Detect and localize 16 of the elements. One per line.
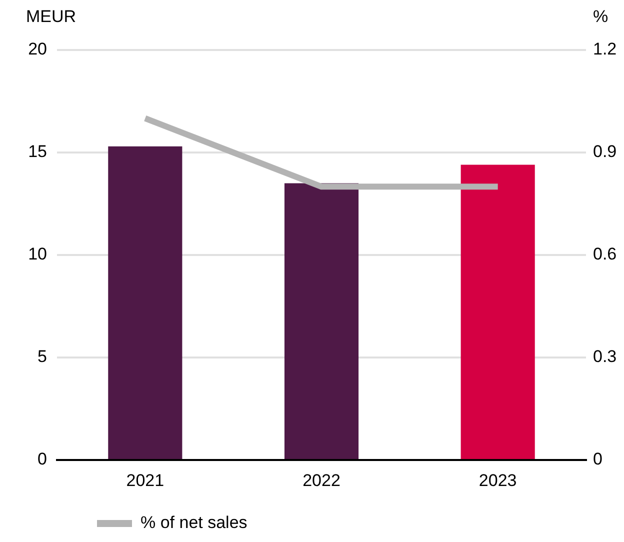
- y2-axis-title: %: [593, 7, 608, 27]
- y-tick-label: 10: [28, 244, 47, 264]
- x-tick-label: 2022: [302, 470, 340, 490]
- y2-tick-label: 0.9: [593, 142, 617, 162]
- legend-label: % of net sales: [140, 513, 248, 532]
- y-tick-label: 0: [38, 450, 47, 469]
- y2-tick-label: 0.6: [593, 244, 617, 264]
- y-tick-label: 15: [28, 142, 47, 162]
- y2-tick-label: 0.3: [593, 347, 617, 366]
- y2-tick-label: 0: [593, 450, 602, 469]
- y-tick-label: 20: [28, 40, 47, 59]
- x-tick-label: 2021: [126, 470, 164, 490]
- x-tick-label: 2023: [478, 470, 517, 490]
- y-tick-label: 5: [38, 347, 47, 366]
- y2-tick-label: 1.2: [593, 40, 617, 59]
- y-axis-title: MEUR: [26, 7, 76, 27]
